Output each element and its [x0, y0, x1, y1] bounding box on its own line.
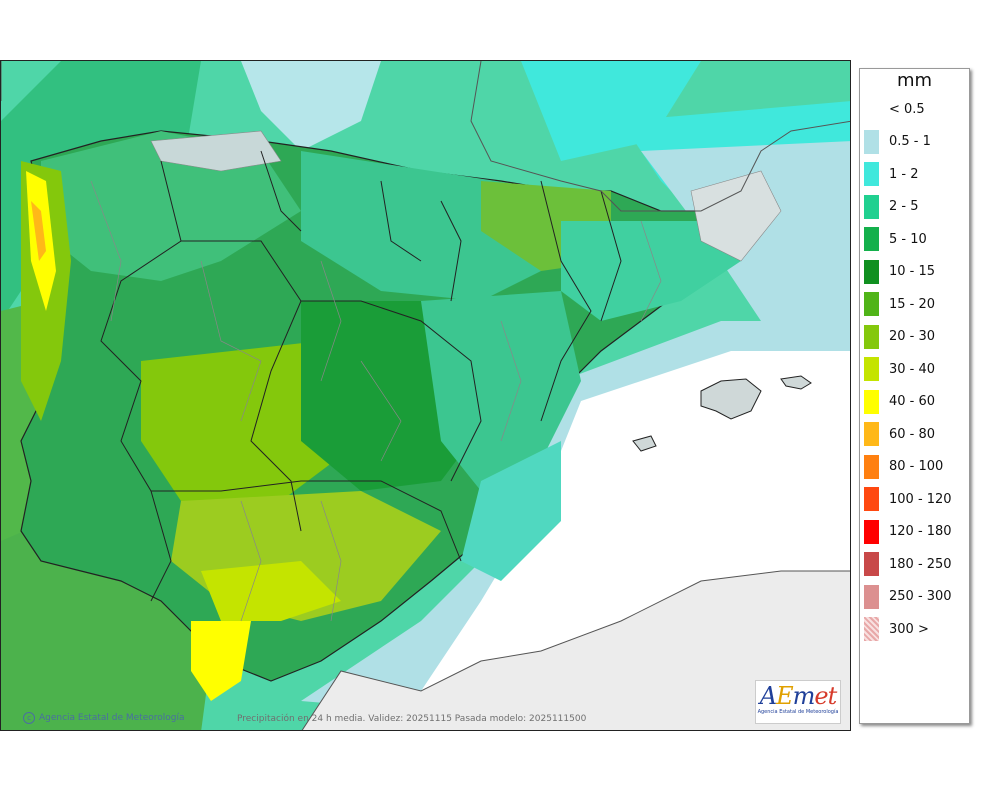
legend-swatch [864, 194, 879, 219]
legend-swatch [864, 422, 879, 446]
menorca-island [780, 375, 812, 390]
legend-label: 40 - 60 [889, 394, 936, 409]
legend-swatch [864, 97, 879, 121]
legend-item: 300 > [864, 617, 929, 641]
legend-swatch [864, 227, 879, 251]
aemet-wordmark: AEmet [759, 682, 837, 710]
precip-area-andalusia-max [201, 561, 341, 621]
legend-label: 250 - 300 [889, 589, 952, 604]
precip-area-med-dry [421, 351, 850, 691]
precip-area-cantabrian-light [241, 61, 381, 151]
precipitation-legend: mm < 0.5 0.5 - 1 1 - 2 2 - 5 5 - 10 10 - 15 15… [859, 68, 970, 724]
agency-credit-text: Agencia Estatal de Meteorología [39, 713, 185, 723]
aemet-logo-subtitle: Agencia Estatal de Meteorología [757, 709, 839, 715]
legend-label: 20 - 30 [889, 329, 936, 344]
legend-label: 1 - 2 [889, 166, 919, 182]
legend-swatch [864, 584, 879, 609]
legend-item: 10 - 15 [864, 259, 936, 284]
legend-swatch [864, 519, 879, 544]
legend-item: 40 - 60 [864, 389, 936, 414]
legend-label: 180 - 250 [889, 556, 952, 572]
legend-swatch [864, 389, 879, 414]
legend-item: 0.5 - 1 [864, 129, 931, 154]
precipitation-map[interactable]: c Agencia Estatal de Meteorología Precip… [0, 60, 851, 731]
legend-label: 300 > [889, 621, 929, 637]
dry-patch-cantabria [150, 130, 282, 172]
aemet-logo: AEmet Agencia Estatal de Meteorología [755, 680, 841, 724]
ibiza-island [632, 435, 657, 452]
map-canvas [1, 61, 850, 730]
province-borders [90, 180, 662, 622]
legend-item: 180 - 250 [864, 552, 952, 576]
precip-area-north-cyan [521, 61, 701, 161]
legend-item: 2 - 5 [864, 194, 919, 219]
legend-label: 10 - 15 [889, 264, 936, 279]
legend-swatch [864, 162, 879, 186]
legend-item: 120 - 180 [864, 519, 952, 544]
legend-label: 60 - 80 [889, 426, 936, 442]
legend-item: 80 - 100 [864, 454, 944, 479]
legend-item: 30 - 40 [864, 357, 935, 381]
legend-label: 80 - 100 [889, 459, 944, 474]
precip-area-east [421, 291, 581, 491]
mallorca-island [700, 378, 762, 420]
legend-item: 250 - 300 [864, 584, 952, 609]
north-africa-land [301, 570, 850, 730]
legend-label: 5 - 10 [889, 231, 927, 247]
legend-item: 60 - 80 [864, 422, 935, 446]
legend-unit: mm [896, 70, 933, 91]
legend-label: 2 - 5 [889, 199, 919, 214]
france-border [470, 61, 850, 212]
legend-label: 100 - 120 [889, 491, 952, 507]
legend-label: 30 - 40 [889, 361, 936, 377]
precip-area-catalonia [561, 221, 741, 321]
legend-item: 20 - 30 [864, 324, 936, 349]
legend-label: 0.5 - 1 [889, 134, 931, 149]
legend-label: 15 - 20 [889, 296, 936, 312]
legend-swatch [864, 552, 879, 576]
legend-item: 15 - 20 [864, 292, 935, 316]
legend-item: 100 - 120 [864, 487, 952, 511]
legend-label: < 0.5 [889, 101, 925, 117]
legend-swatch [864, 129, 879, 154]
legend-item: 5 - 10 [864, 227, 927, 251]
legend-label: 120 - 180 [889, 524, 952, 539]
legend-swatch [864, 617, 879, 641]
legend-swatch [864, 487, 879, 511]
precip-area-southeast [461, 441, 561, 581]
legend-swatch [864, 357, 879, 381]
legend-swatch [864, 324, 879, 349]
legend-swatch [864, 454, 879, 479]
precip-area-galicia-peak [31, 201, 46, 261]
legend-item: 1 - 2 [864, 162, 919, 186]
legend-item: < 0.5 [864, 97, 925, 121]
copyright-icon: c [23, 712, 35, 724]
precip-area-strait-max [191, 621, 251, 701]
validity-caption: Precipitación en 24 h media. Validez: 20… [237, 714, 587, 724]
legend-swatch [864, 292, 879, 316]
legend-swatch [864, 259, 879, 284]
region-borders [100, 150, 622, 602]
agency-credit: c Agencia Estatal de Meteorología [23, 712, 185, 724]
